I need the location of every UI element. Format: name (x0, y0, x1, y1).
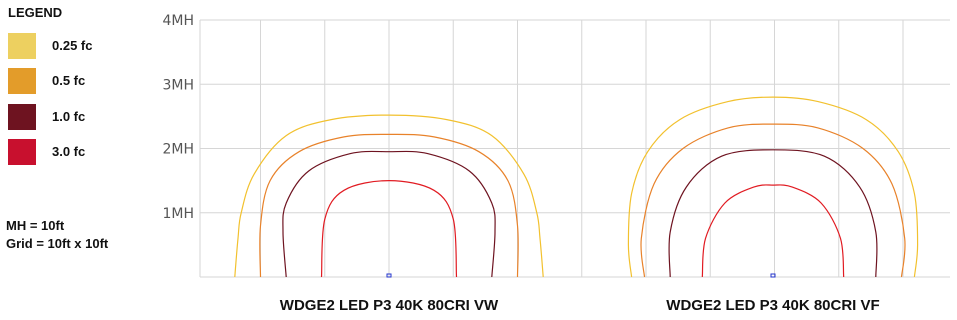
legend-label: 0.5 fc (52, 73, 86, 88)
fixture-markers (386, 273, 776, 278)
legend-item-1-0fc: 1.0 fc (8, 104, 158, 130)
legend-label: 1.0 fc (52, 109, 86, 124)
legend-item-3-0fc: 3.0 fc (8, 139, 158, 165)
fixture-marker (386, 273, 392, 278)
legend-label: 3.0 fc (52, 144, 86, 159)
legend-item-0-5fc: 0.5 fc (8, 68, 158, 94)
contour-025fc (627, 96, 919, 278)
y-tick-label: 2MH (162, 142, 194, 158)
mounting-height-note: MH = 10ft (6, 218, 65, 233)
contour-30fc (701, 184, 845, 278)
y-axis-ticks: 4MH 3MH 2MH 1MH (162, 13, 194, 222)
panel-title: WDGE2 LED P3 40K 80CRI VF (666, 297, 879, 314)
legend-swatch (8, 104, 36, 130)
y-tick-label: 4MH (162, 13, 194, 29)
panel-titles: WDGE2 LED P3 40K 80CRI VW WDGE2 LED P3 40… (280, 297, 880, 314)
contour-10fc (668, 149, 878, 278)
legend-swatch (8, 139, 36, 165)
panel-title: WDGE2 LED P3 40K 80CRI VW (280, 297, 499, 314)
contour-05fc (640, 123, 906, 278)
contour-025fc (234, 114, 544, 278)
contour-10fc (282, 150, 496, 278)
panel-2 (627, 96, 919, 278)
contour-lines (234, 96, 919, 278)
legend-title: LEGEND (8, 5, 63, 20)
legend-swatch (8, 68, 36, 94)
grid-lines (199, 19, 950, 278)
contour-30fc (320, 179, 458, 278)
legend-label: 0.25 fc (52, 38, 93, 53)
contour-05fc (259, 133, 519, 278)
legend-swatch (8, 33, 36, 59)
legend-item-0-25fc: 0.25 fc (8, 33, 158, 59)
y-tick-label: 3MH (162, 77, 194, 93)
y-tick-label: 1MH (162, 206, 194, 222)
grid-size-note: Grid = 10ft x 10ft (6, 236, 109, 251)
panel-1 (234, 114, 544, 278)
fixture-marker (770, 273, 776, 278)
